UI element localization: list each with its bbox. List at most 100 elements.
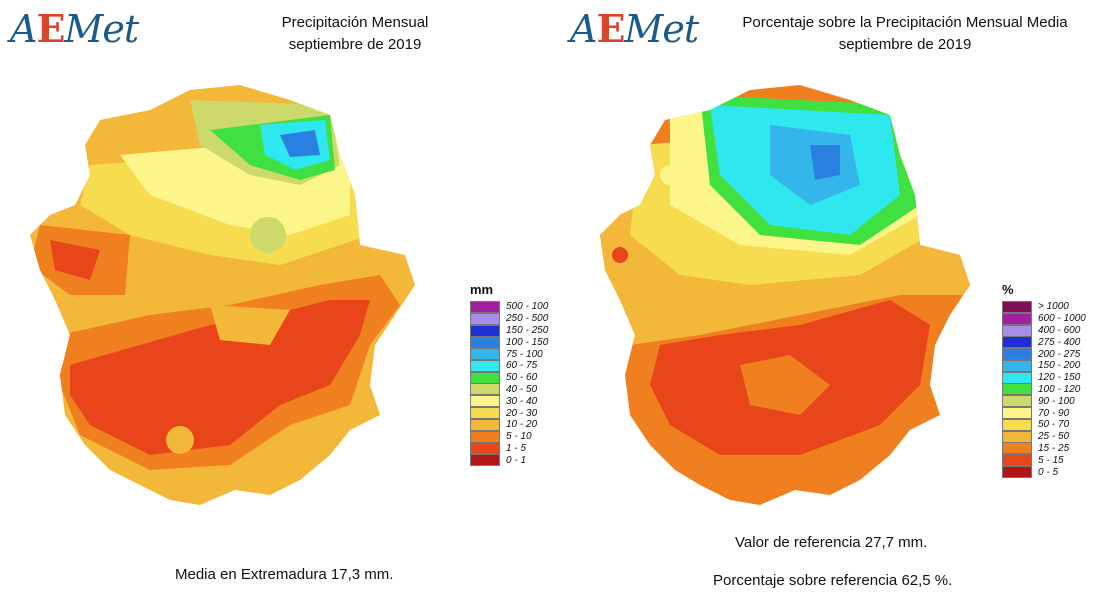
percentage-map bbox=[600, 85, 970, 505]
legend-label: 50 - 70 bbox=[1038, 419, 1070, 431]
percentage-panel: AEMet Porcentaje sobre la Precipitación … bbox=[555, 0, 1110, 600]
legend-swatch bbox=[470, 454, 500, 467]
legend-swatch bbox=[470, 371, 500, 384]
percentage-legend: % > 1000 600 - 1000 400 - 600 275 - 400 200 … bbox=[1002, 282, 1086, 479]
aemet-logo: AEMet bbox=[570, 6, 699, 51]
legend-label: 50 - 60 bbox=[506, 372, 538, 384]
legend-row: 90 - 100 bbox=[1002, 395, 1086, 408]
legend-label: 0 - 5 bbox=[1038, 466, 1059, 478]
aemet-logo: AEMet bbox=[10, 6, 139, 51]
legend-swatch bbox=[1002, 300, 1032, 313]
legend-swatch bbox=[1002, 336, 1032, 349]
legend-label: 500 - 100 bbox=[506, 301, 549, 313]
legend-swatch bbox=[470, 430, 500, 443]
title-line-1: Precipitación Mensual bbox=[281, 14, 429, 31]
legend-label: 75 - 100 bbox=[506, 348, 543, 360]
legend-row: 20 - 30 bbox=[470, 407, 548, 420]
legend-row: 150 - 250 bbox=[470, 324, 549, 337]
legend-swatch bbox=[1002, 359, 1032, 372]
legend-swatch bbox=[470, 300, 500, 313]
legend-label: 5 - 15 bbox=[1038, 454, 1064, 466]
legend-label: 15 - 25 bbox=[1038, 442, 1070, 454]
legend-row: 5 - 10 bbox=[470, 430, 548, 443]
caption-percentage: Porcentaje sobre referencia 62,5 %. bbox=[713, 572, 953, 589]
legend-label: 25 - 50 bbox=[1038, 431, 1070, 443]
legend-swatch bbox=[1002, 454, 1032, 467]
legend-swatch bbox=[470, 407, 500, 420]
legend-label: 200 - 275 bbox=[1038, 348, 1081, 360]
legend-label: 5 - 10 bbox=[506, 431, 532, 443]
legend-label: 400 - 600 bbox=[1038, 324, 1081, 336]
legend-unit: % bbox=[1002, 282, 1014, 297]
legend-swatch bbox=[470, 383, 500, 396]
legend-row: 150 - 200 bbox=[1002, 359, 1086, 372]
legend-swatch bbox=[1002, 371, 1032, 384]
legend-row: 275 - 400 bbox=[1002, 336, 1086, 349]
legend-swatch bbox=[1002, 442, 1032, 455]
legend-row: 5 - 15 bbox=[1002, 454, 1086, 467]
legend-swatch bbox=[470, 348, 500, 361]
legend-row: 400 - 600 bbox=[1002, 324, 1086, 337]
legend-unit: mm bbox=[470, 282, 494, 297]
legend-label: 100 - 120 bbox=[1038, 383, 1081, 395]
legend-label: 0 - 1 bbox=[506, 454, 527, 466]
precipitation-legend: mm 500 - 100 250 - 500 150 - 250 100 - 150 7… bbox=[470, 282, 549, 467]
legend-label: 30 - 40 bbox=[506, 395, 538, 407]
legend-row: 60 - 75 bbox=[470, 359, 548, 372]
legend-row: 75 - 100 bbox=[470, 348, 548, 361]
legend-row: 250 - 500 bbox=[470, 312, 549, 325]
legend-swatch bbox=[1002, 324, 1032, 337]
legend-row: 30 - 40 bbox=[470, 395, 548, 408]
legend-swatch bbox=[1002, 418, 1032, 431]
legend-row: 120 - 150 bbox=[1002, 371, 1086, 384]
legend-label: 10 - 20 bbox=[506, 419, 538, 431]
legend-label: 275 - 400 bbox=[1038, 336, 1081, 348]
legend-row: 50 - 60 bbox=[470, 371, 548, 384]
legend-swatch bbox=[470, 395, 500, 408]
title-line-2: septiembre de 2019 bbox=[838, 36, 972, 53]
legend-row: 50 - 70 bbox=[1002, 418, 1086, 431]
legend-label: 250 - 500 bbox=[506, 313, 549, 325]
legend-swatch bbox=[1002, 430, 1032, 443]
legend-label: 40 - 50 bbox=[506, 383, 538, 395]
legend-label: 120 - 150 bbox=[1038, 372, 1081, 384]
legend-row: 70 - 90 bbox=[1002, 407, 1086, 420]
legend-row: 0 - 5 bbox=[1002, 466, 1086, 479]
legend-label: 20 - 30 bbox=[506, 407, 538, 419]
legend-label: > 1000 bbox=[1038, 301, 1069, 313]
legend-swatch bbox=[1002, 407, 1032, 420]
percentage-title: Porcentaje sobre la Precipitación Mensua… bbox=[705, 12, 1105, 56]
legend-swatch bbox=[470, 324, 500, 337]
legend-row: 25 - 50 bbox=[1002, 430, 1086, 443]
legend-label: 600 - 1000 bbox=[1038, 313, 1086, 325]
legend-row: 500 - 100 bbox=[470, 300, 549, 313]
precipitation-title: Precipitación Mensual septiembre de 2019 bbox=[230, 12, 480, 56]
legend-swatch bbox=[1002, 383, 1032, 396]
legend-row: 0 - 1 bbox=[470, 454, 548, 467]
legend-row: 100 - 120 bbox=[1002, 383, 1086, 396]
legend-swatch bbox=[470, 418, 500, 431]
legend-swatch bbox=[470, 336, 500, 349]
legend-label: 70 - 90 bbox=[1038, 407, 1070, 419]
legend-label: 150 - 200 bbox=[1038, 360, 1081, 372]
legend-row: 15 - 25 bbox=[1002, 442, 1086, 455]
legend-row: 600 - 1000 bbox=[1002, 312, 1086, 325]
legend-label: 150 - 250 bbox=[506, 324, 549, 336]
legend-label: 90 - 100 bbox=[1038, 395, 1075, 407]
legend-swatch bbox=[1002, 466, 1032, 479]
legend-swatch bbox=[1002, 395, 1032, 408]
legend-swatch bbox=[1002, 348, 1032, 361]
legend-row: 40 - 50 bbox=[470, 383, 548, 396]
legend-label: 1 - 5 bbox=[506, 442, 527, 454]
legend-swatch bbox=[470, 442, 500, 455]
caption-reference: Valor de referencia 27,7 mm. bbox=[735, 534, 928, 551]
legend-swatch bbox=[470, 312, 500, 325]
legend-swatch bbox=[1002, 312, 1032, 325]
legend-row: 10 - 20 bbox=[470, 418, 548, 431]
title-line-1: Porcentaje sobre la Precipitación Mensua… bbox=[742, 14, 1068, 31]
legend-label: 60 - 75 bbox=[506, 360, 538, 372]
legend-row: > 1000 bbox=[1002, 300, 1086, 313]
legend-swatch bbox=[470, 359, 500, 372]
legend-row: 1 - 5 bbox=[470, 442, 548, 455]
title-line-2: septiembre de 2019 bbox=[288, 36, 422, 53]
